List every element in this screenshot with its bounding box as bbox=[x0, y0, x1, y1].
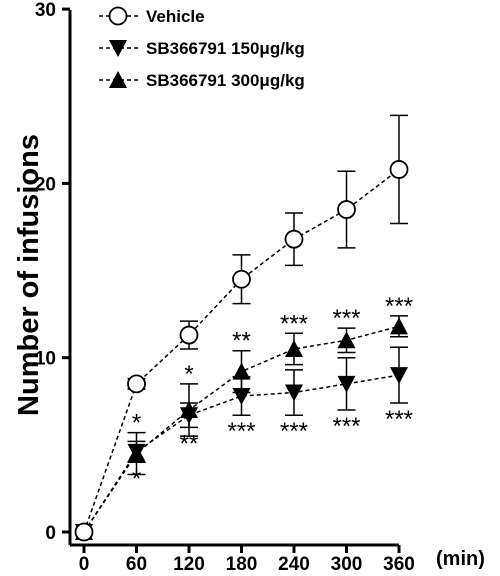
data-point bbox=[74, 522, 94, 542]
legend: Vehicle SB366791 150μg/kg SB366791 300μg/k… bbox=[99, 6, 305, 90]
legend-marker bbox=[109, 71, 127, 88]
x-tick-label: 360 bbox=[383, 554, 415, 575]
significance-mark: *** bbox=[385, 293, 413, 320]
data-point bbox=[285, 339, 303, 357]
x-tick-label: 300 bbox=[331, 554, 363, 575]
significance-mark: *** bbox=[227, 418, 255, 445]
significance-mark: *** bbox=[280, 310, 308, 337]
y-tick-label: 20 bbox=[35, 174, 56, 195]
legend-label: Vehicle bbox=[146, 7, 205, 26]
data-point bbox=[390, 317, 408, 335]
significance-layer: ******* *** ****** *** *** *** *** bbox=[132, 293, 413, 492]
significance-mark: ** bbox=[180, 430, 199, 457]
legend-marker bbox=[109, 40, 127, 57]
significance-mark: ** bbox=[232, 328, 251, 355]
y-tick-label: 0 bbox=[45, 523, 56, 544]
data-point bbox=[337, 331, 356, 349]
x-axis-unit-label: (min) bbox=[436, 548, 485, 570]
data-point bbox=[232, 362, 251, 380]
y-tick-label: 30 bbox=[35, 0, 56, 21]
legend-marker bbox=[108, 6, 128, 26]
y-tick-label: 10 bbox=[35, 349, 56, 370]
y-axis-label: Number of infusions bbox=[13, 134, 45, 416]
significance-mark: * bbox=[132, 410, 141, 437]
x-tick-label: 240 bbox=[278, 554, 310, 575]
legend-label: SB366791 150μg/kg bbox=[146, 39, 305, 58]
data-point bbox=[179, 325, 199, 345]
data-point bbox=[127, 443, 146, 461]
x-tick-label: 60 bbox=[126, 554, 147, 575]
data-point bbox=[389, 160, 409, 179]
significance-mark: * bbox=[132, 465, 141, 492]
series-0 bbox=[74, 114, 409, 542]
x-tick-label: 0 bbox=[79, 554, 90, 575]
legend-label: SB366791 300μg/kg bbox=[146, 71, 305, 90]
x-tick-label: 120 bbox=[173, 554, 205, 575]
data-point bbox=[232, 269, 251, 289]
data-point bbox=[232, 388, 251, 406]
data-point bbox=[284, 229, 304, 249]
significance-mark: *** bbox=[332, 413, 360, 440]
data-point bbox=[337, 375, 356, 393]
significance-mark: * bbox=[184, 361, 193, 388]
significance-mark: *** bbox=[332, 305, 360, 332]
data-point bbox=[285, 384, 303, 402]
data-point bbox=[390, 367, 408, 385]
data-point bbox=[127, 374, 146, 394]
x-tick-label: 180 bbox=[226, 554, 258, 575]
significance-mark: *** bbox=[280, 418, 308, 445]
data-point bbox=[337, 200, 356, 219]
data-point bbox=[180, 407, 198, 425]
series-layer bbox=[74, 114, 409, 542]
significance-mark: *** bbox=[385, 406, 413, 433]
